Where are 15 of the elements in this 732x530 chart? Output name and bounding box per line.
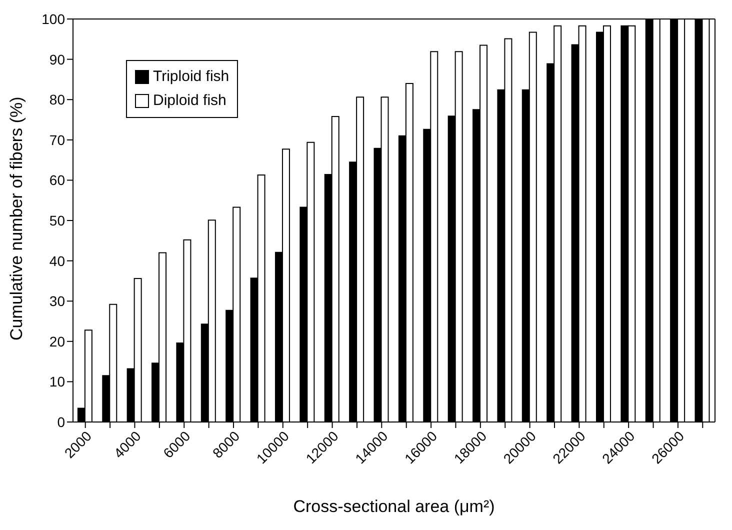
y-tick-label: 80 (49, 92, 66, 108)
x-axis-title: Cross-sectional area (μm²) (293, 497, 495, 516)
y-tick-label: 10 (49, 374, 66, 390)
y-tick-label: 0 (57, 414, 66, 430)
y-tick-label: 90 (49, 51, 66, 68)
y-tick-label: 20 (49, 333, 66, 350)
y-tick-label: 100 (42, 10, 66, 27)
legend-label: Triploid fish (153, 67, 230, 87)
y-tick-label: 70 (49, 132, 66, 148)
y-tick-label: 40 (49, 252, 66, 269)
y-axis-title: Cumulative number of fibers (%) (7, 96, 26, 340)
y-tick-label: 30 (49, 293, 66, 310)
legend-label: Diploid fish (153, 91, 226, 111)
y-tick-label: 60 (49, 172, 66, 188)
y-tick-label: 50 (49, 212, 66, 228)
